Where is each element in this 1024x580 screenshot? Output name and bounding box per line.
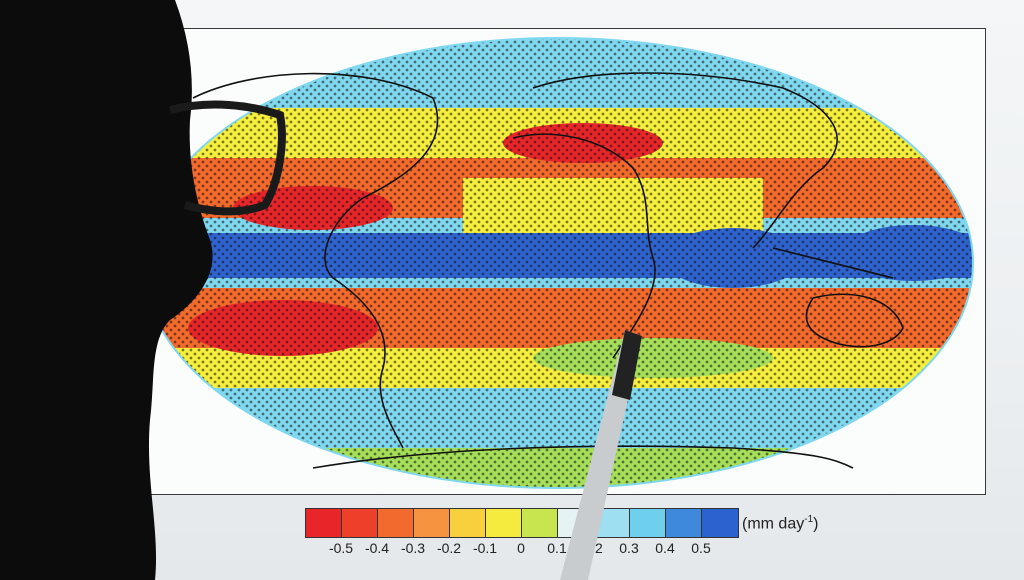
- legend-tick-label: 0.3: [619, 540, 639, 556]
- legend-swatch: [414, 509, 450, 537]
- precipitation-map: [142, 37, 974, 489]
- legend-swatch: [594, 509, 630, 537]
- legend-swatch: [342, 509, 378, 537]
- legend-tick-label: -0.1: [472, 540, 498, 556]
- legend-swatch: [702, 509, 738, 537]
- legend-tick-label: 0.4: [655, 540, 675, 556]
- legend-colorbar: [305, 508, 739, 538]
- legend-swatch: [450, 509, 486, 537]
- legend-swatch: [666, 509, 702, 537]
- legend-swatch: [486, 509, 522, 537]
- legend-swatch: [558, 509, 594, 537]
- legend-swatch: [522, 509, 558, 537]
- legend-tick-label: 0.1: [547, 540, 567, 556]
- legend-tick-label: 0: [517, 540, 525, 556]
- legend-tick-row: -0.5 -0.4 -0.3 -0.2 -0.1 0 0.1 0.2 0.3 0.4 0.5: [305, 540, 737, 560]
- legend-tick-label: 0.2: [583, 540, 603, 556]
- legend-tick-label: -0.2: [436, 540, 462, 556]
- legend-swatch: [630, 509, 666, 537]
- legend-tick-label: -0.3: [400, 540, 426, 556]
- legend-swatch: [306, 509, 342, 537]
- legend-swatch: [378, 509, 414, 537]
- coastlines: [192, 72, 904, 469]
- legend-tick-label: 0.5: [691, 540, 711, 556]
- legend-tick-label: -0.5: [328, 540, 354, 556]
- legend-tick-label: -0.4: [364, 540, 390, 556]
- legend-unit-label: (mm day-1): [742, 514, 819, 533]
